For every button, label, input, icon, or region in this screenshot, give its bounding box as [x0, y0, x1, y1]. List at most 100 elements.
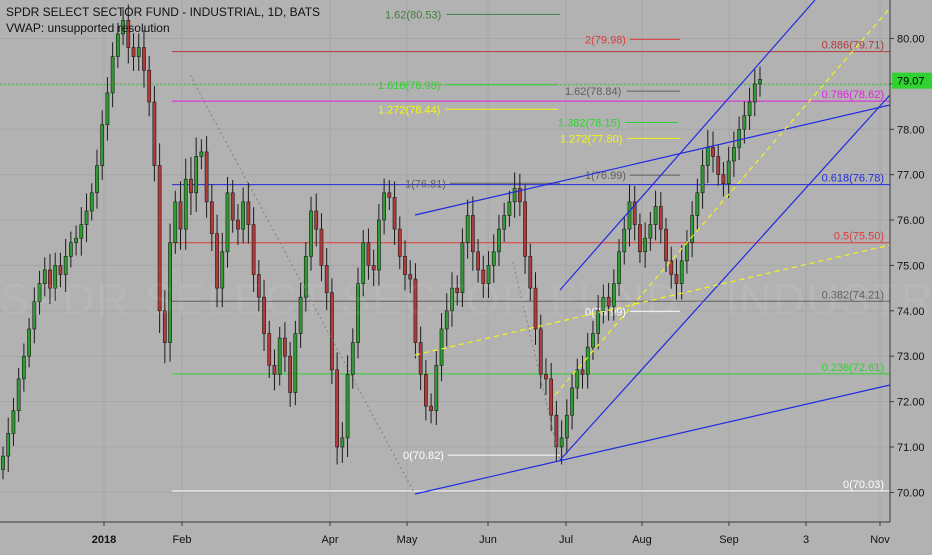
candle-body-51: [268, 334, 271, 366]
candle-body-143: [748, 102, 751, 116]
candle-body-139: [727, 161, 730, 184]
candle-body-113: [591, 334, 594, 348]
x-tick-label-9: Nov: [870, 534, 890, 546]
candle-body-37: [195, 156, 198, 192]
y-tick-label-10: 80.00: [897, 33, 925, 45]
candle-body-105: [550, 379, 553, 415]
candle-body-18: [95, 166, 98, 193]
last-price-label: 79.07: [897, 76, 925, 88]
fib-level-label-3: 0.618(76.78): [822, 173, 884, 185]
candle-body-12: [64, 256, 67, 274]
candle-body-91: [477, 252, 480, 270]
x-tick-label-4: Jun: [479, 534, 497, 546]
candle-body-128: [670, 261, 673, 275]
candle-body-76: [398, 229, 401, 256]
ext-label-2: 1.618(78.98): [378, 80, 440, 92]
candle-body-72: [377, 220, 380, 270]
candle-body-114: [597, 311, 600, 334]
y-tick-label-5: 75.00: [897, 260, 925, 272]
fib-level-label-4: 0.5(75.50): [834, 231, 884, 243]
x-tick-label-6: Aug: [632, 534, 652, 546]
candle-body-39: [205, 152, 208, 202]
candle-body-65: [341, 438, 344, 447]
candle-body-74: [388, 193, 391, 198]
candle-body-96: [503, 215, 506, 229]
ext-label-10: 0(70.82): [403, 450, 444, 462]
candle-body-93: [487, 265, 490, 283]
candle-body-6: [33, 302, 36, 329]
candle-body-68: [356, 284, 359, 343]
candle-body-47: [247, 202, 250, 225]
candle-body-25: [132, 48, 135, 57]
candle-body-88: [461, 243, 464, 293]
candle-body-140: [732, 147, 735, 161]
candle-body-44: [231, 193, 234, 220]
candle-body-60: [315, 211, 318, 229]
indicator-status: VWAP: unsupported resolution: [6, 21, 170, 35]
candle-body-55: [289, 356, 292, 392]
candle-body-136: [711, 147, 714, 156]
candle-body-2: [12, 411, 15, 434]
x-tick-label-1: Feb: [173, 534, 192, 546]
candle-body-122: [638, 225, 641, 252]
candle-body-14: [75, 238, 78, 243]
candle-body-54: [283, 338, 286, 356]
candle-body-102: [534, 288, 537, 329]
candle-body-3: [17, 379, 20, 411]
candle-body-80: [419, 343, 422, 375]
candle-body-126: [659, 206, 662, 229]
candle-body-66: [346, 374, 349, 438]
candle-body-20: [106, 93, 109, 125]
candle-body-141: [738, 129, 741, 147]
candle-body-27: [142, 48, 145, 71]
candle-body-130: [680, 261, 683, 284]
candle-body-4: [22, 356, 25, 379]
candle-body-98: [513, 188, 516, 202]
candle-body-61: [320, 229, 323, 265]
candle-body-85: [445, 311, 448, 329]
yellow-dashed-line-2: [555, 8, 890, 395]
y-tick-label-8: 78.00: [897, 124, 925, 136]
candle-body-79: [414, 279, 417, 343]
candle-body-16: [85, 211, 88, 225]
candle-body-59: [309, 211, 312, 256]
candle-body-134: [701, 166, 704, 193]
candle-body-62: [325, 265, 328, 292]
ext-label-7: 1(76.99): [585, 170, 626, 182]
candle-body-107: [560, 438, 563, 447]
candle-body-123: [644, 238, 647, 252]
candle-body-111: [581, 370, 584, 375]
candle-body-110: [576, 370, 579, 388]
y-tick-label-7: 77.00: [897, 170, 925, 182]
trend-upper-resistance: [415, 105, 890, 215]
candle-body-138: [722, 175, 725, 184]
fib-level-label-5: 0.382(74.21): [822, 289, 884, 301]
fib-level-label-6: 0.236(72.61): [822, 362, 884, 374]
trend-channel-lower: [560, 95, 890, 460]
candle-body-144: [753, 84, 756, 102]
ext-label-1: 2(79.98): [585, 34, 626, 46]
candle-body-90: [471, 215, 474, 251]
candle-body-38: [200, 152, 203, 157]
candle-body-104: [544, 374, 547, 379]
ext-label-3: 1.62(78.84): [565, 86, 621, 98]
candle-body-67: [351, 343, 354, 375]
candle-body-30: [158, 166, 161, 311]
candle-body-17: [90, 193, 93, 211]
y-tick-label-4: 74.00: [897, 306, 925, 318]
candle-body-87: [456, 288, 459, 293]
candle-body-120: [628, 202, 631, 229]
candle-body-8: [43, 270, 46, 284]
candle-body-21: [111, 57, 114, 93]
candle-body-142: [743, 116, 746, 130]
candle-body-52: [273, 365, 276, 374]
ext-label-6: 1.272(77.80): [560, 133, 622, 145]
candle-body-116: [607, 297, 610, 306]
candle-body-10: [54, 265, 57, 288]
candle-body-34: [179, 202, 182, 229]
candle-body-57: [299, 297, 302, 333]
ext-label-5: 1.382(78.15): [558, 117, 620, 129]
candle-body-63: [330, 293, 333, 370]
